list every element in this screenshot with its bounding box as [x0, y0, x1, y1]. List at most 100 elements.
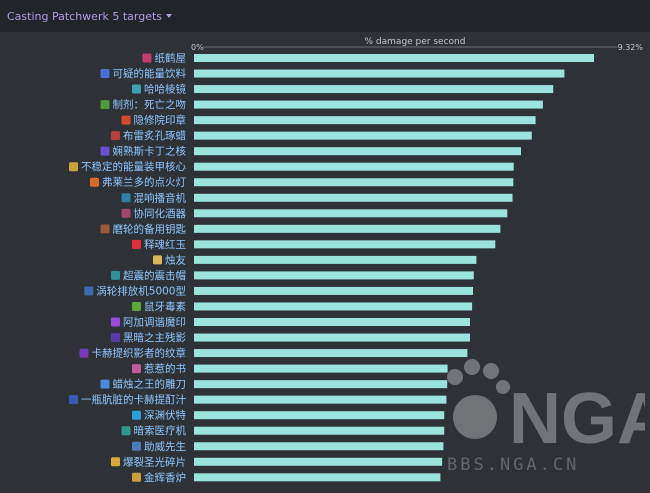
- sigil-icon: [111, 317, 120, 327]
- bar-label[interactable]: 助威先生: [144, 440, 186, 453]
- decanter-icon: [121, 208, 131, 218]
- bar-label[interactable]: 释魂红玉: [144, 238, 186, 251]
- bar-label[interactable]: 鼠牙毒素: [144, 300, 186, 313]
- bar[interactable]: [194, 193, 513, 202]
- bar[interactable]: [194, 69, 565, 78]
- bar-label[interactable]: 纸鹤屋: [155, 52, 187, 65]
- chart-row: 释魂红玉: [132, 238, 496, 251]
- bar[interactable]: [194, 224, 501, 233]
- bar[interactable]: [194, 147, 521, 156]
- bar-label[interactable]: 蜡烛之王的雕刀: [113, 378, 187, 391]
- shard-icon: [111, 457, 120, 467]
- bar[interactable]: [194, 380, 448, 389]
- bar-label[interactable]: 隐修院印章: [134, 114, 187, 127]
- bar-label[interactable]: 磨轮的备用钥匙: [113, 222, 187, 235]
- bar[interactable]: [194, 209, 508, 218]
- bar-label[interactable]: 哈哈棱镜: [144, 83, 186, 96]
- poison-vial-icon: [100, 100, 110, 110]
- bar[interactable]: [194, 318, 470, 327]
- bar[interactable]: [194, 457, 443, 466]
- cheer-icon: [132, 441, 141, 451]
- bar[interactable]: [194, 54, 594, 62]
- paper-crane-icon: [142, 53, 152, 63]
- lamp-icon: [90, 177, 99, 187]
- bar[interactable]: [194, 131, 532, 140]
- bar-label[interactable]: 弗莱兰多的点火灯: [102, 176, 186, 189]
- bar-label[interactable]: 金辉香炉: [144, 471, 186, 484]
- bar-label[interactable]: 惹惹的书: [144, 362, 186, 375]
- bar[interactable]: [194, 255, 477, 264]
- medical-device-icon: [121, 426, 131, 436]
- bar[interactable]: [194, 100, 543, 109]
- bar-label[interactable]: 制剂：死亡之吻: [113, 98, 187, 111]
- bar-label[interactable]: 可疑的能量饮料: [113, 67, 187, 80]
- candle-icon: [153, 255, 162, 265]
- bar-label[interactable]: 阿加调谐魔印: [123, 316, 186, 329]
- bar-label[interactable]: 协同化酒器: [134, 207, 187, 220]
- chart-row: 不稳定的能量装甲核心: [69, 160, 514, 173]
- bar-label[interactable]: 娴熟斯卡丁之核: [113, 145, 187, 158]
- chart-row: 协同化酒器: [121, 207, 508, 220]
- bar[interactable]: [194, 240, 496, 249]
- chart-row: 超震的震击帽: [111, 269, 474, 282]
- bar-label[interactable]: 布雷炙孔琢蜡: [123, 129, 186, 142]
- bar-label[interactable]: 不稳定的能量装甲核心: [81, 160, 186, 173]
- chart-row: 黑暗之主残影: [111, 331, 470, 344]
- bar-label[interactable]: 卡赫提织影者的纹章: [92, 347, 187, 360]
- chart-row: 涡轮排放机5000型: [84, 284, 473, 297]
- chart-row: 爆裂圣光碎片: [111, 455, 443, 468]
- key-icon: [100, 224, 110, 234]
- chart-row: 隐修院印章: [121, 114, 536, 127]
- bar[interactable]: [194, 349, 468, 358]
- bar[interactable]: [194, 162, 514, 171]
- bar[interactable]: [194, 442, 444, 451]
- wax-icon: [111, 131, 120, 141]
- bar[interactable]: [194, 116, 536, 125]
- dropdown-label: Casting Patchwerk 5 targets: [7, 9, 163, 23]
- caret-down-icon: [166, 14, 173, 18]
- bar-label[interactable]: 烛友: [165, 253, 186, 266]
- knife-icon: [100, 379, 110, 389]
- chart-row: 哈哈棱镜: [132, 83, 554, 96]
- chart-row: 卡赫提织影者的纹章: [79, 347, 468, 360]
- bar-label[interactable]: 爆裂圣光碎片: [123, 455, 186, 468]
- bar-label[interactable]: 黑暗之主残影: [123, 331, 186, 344]
- chart-row: 金辉香炉: [132, 471, 441, 484]
- chart-row: 蜡烛之王的雕刀: [100, 378, 448, 391]
- x-axis-max-label: 9.32%: [618, 43, 644, 52]
- fang-icon: [132, 301, 141, 311]
- prism-icon: [132, 84, 141, 94]
- chart-row: 阿加调谐魔印: [111, 316, 470, 329]
- chart-row: 烛友: [153, 253, 477, 266]
- energy-drink-icon: [100, 69, 110, 79]
- top-bar: Casting Patchwerk 5 targets: [0, 0, 650, 32]
- bar[interactable]: [194, 426, 445, 435]
- chart-row: 磨轮的备用钥匙: [100, 222, 501, 235]
- bar[interactable]: [194, 473, 441, 482]
- sim-type-dropdown[interactable]: Casting Patchwerk 5 targets: [7, 8, 173, 24]
- bar[interactable]: [194, 333, 470, 342]
- bar[interactable]: [194, 286, 473, 295]
- bar[interactable]: [194, 364, 448, 373]
- x-axis-min-label: 0%: [191, 43, 204, 52]
- bar[interactable]: [194, 85, 554, 94]
- bar-label[interactable]: 深渊伏特: [144, 409, 186, 422]
- crystal-core-icon: [100, 146, 110, 156]
- bar-label[interactable]: 混响播音机: [134, 191, 187, 204]
- bar[interactable]: [194, 395, 447, 404]
- chart-row: 娴熟斯卡丁之核: [100, 145, 521, 158]
- chart-row: 混响播音机: [121, 191, 513, 204]
- bar-label[interactable]: 暗索医疗机: [134, 424, 187, 437]
- bottle-icon: [69, 395, 78, 405]
- bar-label[interactable]: 涡轮排放机5000型: [96, 284, 186, 297]
- bar[interactable]: [194, 411, 445, 420]
- bar[interactable]: [194, 178, 514, 187]
- bar-label[interactable]: 一瓶肮脏的卡赫提酊汁: [81, 393, 186, 406]
- chart-row: 鼠牙毒素: [132, 300, 473, 313]
- bar[interactable]: [194, 302, 473, 311]
- volt-icon: [132, 410, 141, 420]
- shadow-icon: [111, 333, 120, 343]
- dps-bar-chart: 0% % damage per second 9.32% 纸鹤屋可疑的能量饮料哈…: [69, 37, 644, 484]
- bar-label[interactable]: 超震的震击帽: [123, 269, 186, 282]
- bar[interactable]: [194, 271, 474, 280]
